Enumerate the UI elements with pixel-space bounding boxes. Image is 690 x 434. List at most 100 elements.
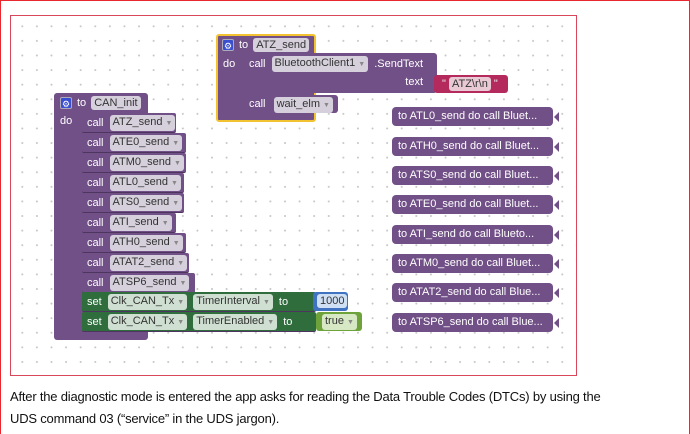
call-keyword: call (87, 176, 104, 189)
dropdown-arrow-icon: ▼ (170, 179, 178, 187)
text-param-label: text (405, 76, 423, 88)
method-name: .SendText (374, 58, 424, 70)
procedure-name-field[interactable]: ATZ_send (253, 38, 310, 52)
call-block[interactable]: call ATI_send ▼ (82, 213, 176, 233)
procedure-name: ATE0_send (112, 135, 170, 148)
dropdown-arrow-icon: ▼ (358, 61, 366, 68)
procedure-name: ATI_send (112, 215, 159, 228)
collapsed-procedure-block[interactable]: to ATM0_send do call Bluet... (392, 254, 559, 273)
procedure-dropdown[interactable]: ATI_send ▼ (109, 214, 172, 231)
collapsed-procedure-block[interactable]: to ATH0_send do call Bluet... (392, 137, 559, 156)
dropdown-arrow-icon: ▼ (322, 102, 330, 109)
collapsed-procedure-block[interactable]: to ATSP6_send do call Blue... (392, 313, 559, 332)
procedure-dropdown[interactable]: ATSP6_send ▼ (109, 274, 190, 291)
collapsed-procedure-block[interactable]: to ATE0_send do call Bluet... (392, 195, 559, 214)
dropdown-arrow-icon: ▼ (177, 259, 185, 267)
call-keyword: call (87, 256, 104, 269)
procedure-name: ATAT2_send (112, 255, 175, 268)
dropdown-arrow-icon: ▼ (267, 318, 275, 326)
call-block[interactable]: call ATZ_send ▼ (82, 113, 176, 133)
text-string-block[interactable]: " ATZ\r\n " (434, 75, 508, 93)
call-block[interactable]: call ATM0_send ▼ (82, 153, 186, 173)
dropdown-arrow-icon: ▼ (262, 298, 270, 306)
procedure-name: ATZ_send (112, 115, 163, 128)
number-block[interactable]: 1000 (313, 292, 348, 311)
do-keyword: do (60, 115, 73, 127)
dropdown-arrow-icon: ▼ (161, 219, 169, 227)
collapsed-procedure-block[interactable]: to ATL0_send do call Bluet... (392, 107, 559, 126)
property-dropdown[interactable]: TimerEnabled ▼ (193, 313, 278, 330)
procedure-dropdown[interactable]: wait_elm ▼ (273, 97, 333, 113)
call-keyword: call (87, 236, 104, 249)
set-timer-interval-block[interactable]: set Clk_CAN_Tx ▼ TimerInterval ▼ to (82, 292, 316, 312)
call-keyword: call (249, 58, 266, 70)
collapsed-procedure-block[interactable]: to ATAT2_send do call Blue... (392, 283, 559, 302)
procedure-name: ATSP6_send (112, 275, 177, 288)
sendtext-call-block[interactable]: call BluetoothClient1 ▼ .SendText text (243, 53, 437, 93)
caption-line-2: UDS command 03 (“service” in the UDS jar… (10, 411, 280, 426)
procedure-name: wait_elm (276, 98, 320, 110)
to-keyword: to (239, 39, 249, 51)
caption-line-1: After the diagnostic mode is entered the… (10, 389, 601, 404)
collapsed-procedure-block[interactable]: to ATS0_send do call Bluet... (392, 166, 559, 185)
call-block[interactable]: call ATSP6_send ▼ (82, 273, 195, 293)
dropdown-arrow-icon: ▼ (172, 239, 180, 247)
component-name: Clk_CAN_Tx (110, 294, 175, 307)
set-keyword: set (87, 295, 102, 308)
set-keyword: set (87, 315, 102, 328)
call-keyword: call (87, 136, 104, 149)
procedure-dropdown[interactable]: ATAT2_send ▼ (109, 254, 188, 271)
call-keyword: call (87, 156, 104, 169)
component-dropdown[interactable]: Clk_CAN_Tx ▼ (107, 293, 188, 310)
set-timer-enabled-block[interactable]: set Clk_CAN_Tx ▼ TimerEnabled ▼ to (82, 312, 316, 332)
procedure-name: ATL0_send (112, 175, 168, 188)
call-keyword: call (87, 116, 104, 129)
boolean-dropdown[interactable]: true ▼ (322, 314, 357, 330)
dropdown-arrow-icon: ▼ (172, 199, 180, 207)
to-keyword: to (77, 97, 87, 109)
procedure-name: ATH0_send (112, 235, 170, 248)
property-dropdown[interactable]: TimerInterval ▼ (193, 293, 273, 310)
component-name: Clk_CAN_Tx (110, 314, 175, 327)
procedure-dropdown[interactable]: ATL0_send ▼ (109, 174, 181, 191)
dropdown-arrow-icon: ▼ (179, 279, 187, 287)
dropdown-arrow-icon: ▼ (177, 318, 185, 326)
dropdown-arrow-icon: ▼ (172, 139, 180, 147)
procedure-name: ATM0_send (112, 155, 172, 168)
dropdown-arrow-icon: ▼ (174, 159, 181, 167)
dropdown-arrow-icon: ▼ (346, 319, 354, 326)
number-value-field[interactable]: 1000 (317, 294, 348, 308)
wait-elm-call-block[interactable]: call wait_elm ▼ (243, 95, 338, 113)
call-keyword: call (87, 196, 104, 209)
boolean-block[interactable]: true ▼ (316, 312, 362, 331)
procedure-name: ATS0_send (112, 195, 170, 208)
to-keyword: to (278, 295, 289, 308)
call-block[interactable]: call ATE0_send ▼ (82, 133, 186, 153)
call-block[interactable]: call ATH0_send ▼ (82, 233, 186, 253)
call-keyword: call (249, 98, 266, 110)
property-name: TimerInterval (196, 294, 260, 307)
component-name: BluetoothClient1 (274, 57, 356, 69)
call-keyword: call (87, 276, 104, 289)
boolean-value: true (325, 315, 344, 327)
dropdown-arrow-icon: ▼ (165, 119, 173, 127)
call-block[interactable]: call ATS0_send ▼ (82, 193, 184, 213)
dropdown-arrow-icon: ▼ (177, 298, 185, 306)
procedure-dropdown[interactable]: ATM0_send ▼ (109, 154, 184, 171)
property-name: TimerEnabled (196, 314, 265, 327)
procedure-dropdown[interactable]: ATZ_send ▼ (109, 114, 176, 131)
gear-icon[interactable]: ⚙ (60, 97, 72, 109)
to-keyword: to (283, 315, 293, 328)
procedure-dropdown[interactable]: ATE0_send ▼ (109, 134, 183, 151)
call-block[interactable]: call ATAT2_send ▼ (82, 253, 189, 273)
procedure-name-field[interactable]: CAN_init (91, 96, 141, 110)
component-dropdown[interactable]: BluetoothClient1 ▼ (271, 56, 369, 72)
procedure-dropdown[interactable]: ATS0_send ▼ (109, 194, 183, 211)
gear-icon[interactable]: ⚙ (222, 39, 234, 51)
collapsed-procedure-block[interactable]: to ATI_send do call Blueto... (392, 225, 559, 244)
call-block[interactable]: call ATL0_send ▼ (82, 173, 184, 193)
call-keyword: call (87, 216, 104, 229)
component-dropdown[interactable]: Clk_CAN_Tx ▼ (107, 313, 188, 330)
text-value-field[interactable]: ATZ\r\n (448, 77, 491, 91)
procedure-dropdown[interactable]: ATH0_send ▼ (109, 234, 183, 251)
